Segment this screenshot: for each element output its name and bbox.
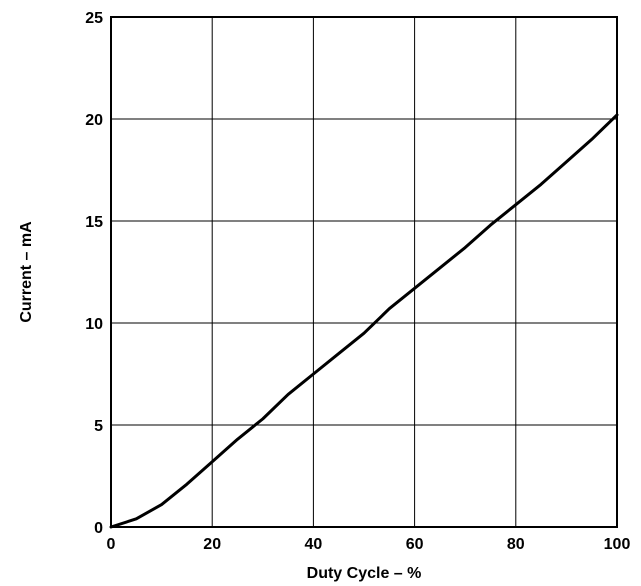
- x-tick-label-3: 60: [406, 536, 424, 553]
- x-tick-label-4: 80: [507, 536, 525, 553]
- y-tick-labels: 0 5 10 15 20 25: [85, 10, 103, 537]
- x-tick-label-1: 20: [203, 536, 221, 553]
- plot-frame: [110, 16, 618, 528]
- x-axis-label: Duty Cycle – %: [307, 565, 422, 582]
- x-tick-labels: 0 20 40 60 80 100: [107, 536, 631, 553]
- y-tick-label-4: 20: [85, 112, 103, 129]
- x-tick-label-2: 40: [305, 536, 323, 553]
- y-tick-label-0: 0: [94, 520, 103, 537]
- y-axis-label: Current – mA: [18, 221, 35, 323]
- series-line-current: [109, 113, 619, 529]
- grid-lines: [111, 17, 617, 527]
- x-tick-label-5: 100: [604, 536, 631, 553]
- y-tick-label-1: 5: [94, 418, 103, 435]
- y-tick-label-2: 10: [85, 316, 103, 333]
- y-tick-label-3: 15: [85, 214, 103, 231]
- x-tick-label-0: 0: [107, 536, 116, 553]
- y-tick-label-5: 25: [85, 10, 103, 27]
